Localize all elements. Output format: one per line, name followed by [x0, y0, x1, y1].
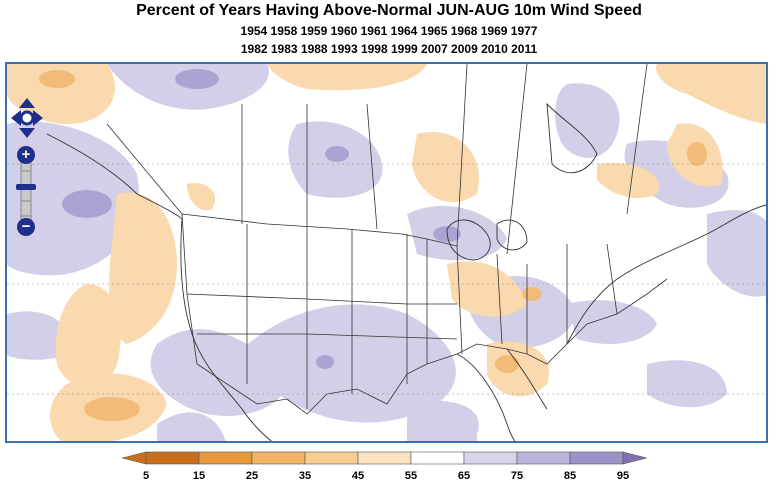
legend-tick-label: 85 — [564, 470, 576, 482]
legend-swatch — [516, 451, 571, 465]
pan-arrows-icon[interactable] — [9, 96, 45, 140]
legend-tick-label: 15 — [193, 470, 205, 482]
legend-tick-label: 5 — [143, 470, 149, 482]
legend-right-arrow — [622, 451, 648, 465]
legend-swatch — [357, 451, 412, 465]
years-line-2: 1982 1983 1988 1993 1998 1999 2007 2009 … — [240, 42, 538, 56]
years-line-1: 1954 1958 1959 1960 1961 1964 1965 1968 … — [240, 24, 538, 38]
legend-tick-label: 25 — [246, 470, 258, 482]
legend-tick-label: 65 — [458, 470, 470, 482]
legend-swatch — [410, 451, 465, 465]
legend-tick-label: 75 — [511, 470, 523, 482]
coastline — [46, 102, 766, 441]
legend-swatch — [198, 451, 253, 465]
below-normal-regions — [7, 64, 766, 441]
state-province-borders — [106, 64, 668, 415]
zoom-handle[interactable] — [16, 184, 36, 190]
legend-swatch — [251, 451, 306, 465]
legend-tick-label: 45 — [352, 470, 364, 482]
above-normal-cores — [62, 69, 461, 369]
zoom-out-button[interactable]: − — [17, 218, 35, 236]
legend-swatch — [569, 451, 624, 465]
color-legend: 5 15 25 35 45 55 65 75 85 95 — [121, 451, 648, 482]
chart-title: Percent of Years Having Above-Normal JUN… — [136, 2, 642, 19]
map-viewport[interactable]: + − — [5, 62, 768, 443]
legend-tick-label: 55 — [405, 470, 417, 482]
below-normal-cores — [39, 70, 707, 421]
zoom-in-button[interactable]: + — [17, 146, 35, 164]
legend-swatch — [145, 451, 200, 465]
legend-swatches — [121, 451, 648, 465]
legend-tick-labels: 5 15 25 35 45 55 65 75 85 95 — [143, 470, 629, 482]
zoom-slider[interactable]: + − — [16, 146, 36, 236]
legend-tick-label: 95 — [617, 470, 629, 482]
legend-swatch — [463, 451, 518, 465]
lat-lon-grid — [7, 163, 766, 395]
legend-tick-label: 35 — [299, 470, 311, 482]
legend-swatch — [304, 451, 359, 465]
legend-left-arrow — [121, 451, 147, 465]
map-canvas[interactable] — [7, 64, 768, 443]
